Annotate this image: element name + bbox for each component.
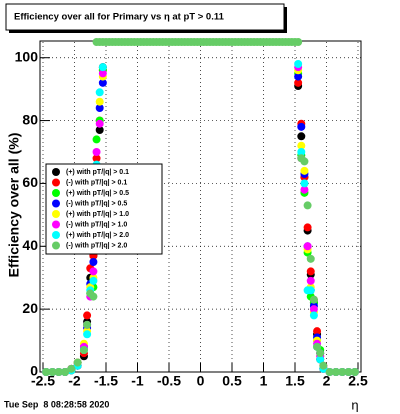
data-point (89, 292, 98, 301)
data-point (316, 355, 325, 364)
x-tick-label: -2 (68, 373, 81, 389)
data-point (338, 368, 347, 376)
legend-label: (-) with pT/|q| > 0.1 (66, 179, 127, 186)
data-point (98, 63, 107, 72)
legend-marker (52, 189, 60, 197)
data-point (306, 254, 315, 263)
data-point (300, 166, 309, 175)
legend-label: (-) with pT/|q| > 0.5 (66, 200, 127, 207)
data-point (350, 368, 359, 376)
data-point (294, 78, 303, 87)
legend-marker (52, 220, 60, 229)
data-point (297, 122, 306, 131)
data-point (309, 305, 318, 314)
data-point (297, 141, 306, 150)
data-point (294, 60, 303, 68)
data-point (344, 368, 353, 376)
legend-marker (52, 241, 60, 250)
title-box (5, 3, 285, 31)
data-point (303, 201, 312, 210)
data-point (48, 368, 57, 376)
legend-label: (-) with pT/|q| > 1.0 (66, 221, 127, 228)
data-point (313, 342, 322, 351)
timestamp: Tue Sep 8 08:28:58 2020 (4, 399, 109, 409)
data-point (89, 267, 98, 276)
data-point (325, 368, 334, 376)
y-tick-label: 40 (22, 237, 38, 253)
x-tick-label: -1.5 (94, 373, 118, 389)
data-point (83, 311, 92, 320)
data-point (319, 361, 328, 370)
data-point (297, 148, 306, 156)
data-point (300, 179, 309, 188)
legend-label: (+) with pT/|q| > 0.1 (66, 169, 129, 176)
data-point (313, 327, 322, 336)
legend-marker (52, 168, 60, 176)
data-point (306, 276, 315, 285)
data-point (300, 185, 309, 194)
data-point (309, 295, 318, 304)
y-axis-title: Efficiency over all (%) (6, 133, 22, 278)
x-tick-label: 1.5 (285, 373, 305, 389)
data-point (89, 276, 98, 285)
data-point (92, 154, 101, 163)
data-point (42, 368, 51, 376)
data-point (300, 157, 309, 166)
x-tick-label: 0.5 (222, 373, 242, 389)
x-tick-label: 2 (323, 373, 331, 389)
legend-marker (52, 231, 60, 239)
data-point (316, 349, 325, 358)
data-point (98, 78, 107, 87)
data-point (83, 330, 92, 339)
chart-title: Efficiency over all for Primary vs η at … (14, 12, 225, 23)
data-point (294, 72, 303, 81)
data-point (331, 368, 340, 376)
data-point (309, 311, 318, 320)
data-point (89, 258, 98, 266)
legend-marker (52, 210, 60, 218)
x-axis-title: η (351, 397, 358, 412)
legend-label: (-) with pT/|q| > 2.0 (66, 242, 127, 249)
data-point (95, 97, 104, 106)
legend-label: (+) with pT/|q| > 0.5 (66, 190, 129, 197)
legend-box (45, 163, 163, 255)
legend-label: (+) with pT/|q| > 2.0 (66, 232, 129, 239)
data-point (95, 119, 104, 128)
data-point (83, 320, 92, 329)
data-point (92, 148, 101, 156)
x-tick-label: 1 (260, 373, 268, 389)
x-tick-label: -0.5 (157, 373, 181, 389)
data-point (306, 267, 315, 276)
legend-marker (52, 199, 60, 208)
y-tick-label: 80 (22, 111, 38, 127)
data-point (54, 368, 63, 376)
x-tick-label: -2.5 (31, 373, 55, 389)
data-point (306, 286, 315, 295)
legend-marker (52, 178, 60, 187)
data-point (98, 69, 107, 78)
data-point (79, 346, 88, 354)
y-tick-label: 100 (15, 48, 39, 64)
legend-label: (+) with pT/|q| > 1.0 (66, 211, 129, 218)
y-tick-label: 20 (22, 300, 38, 316)
data-point (67, 364, 76, 373)
x-tick-label: -1 (131, 373, 144, 389)
data-point (297, 132, 306, 141)
data-point (92, 135, 101, 144)
data-point (303, 223, 312, 232)
data-point (73, 358, 82, 367)
data-point (303, 242, 312, 251)
data-point (294, 38, 303, 46)
y-tick-label: 0 (30, 363, 38, 379)
x-tick-label: 0 (197, 373, 205, 389)
y-tick-label: 60 (22, 174, 38, 190)
data-point (61, 368, 70, 376)
data-point (95, 126, 104, 134)
x-tick-label: 2.5 (348, 373, 368, 389)
data-point (95, 104, 104, 112)
data-point (95, 88, 104, 97)
